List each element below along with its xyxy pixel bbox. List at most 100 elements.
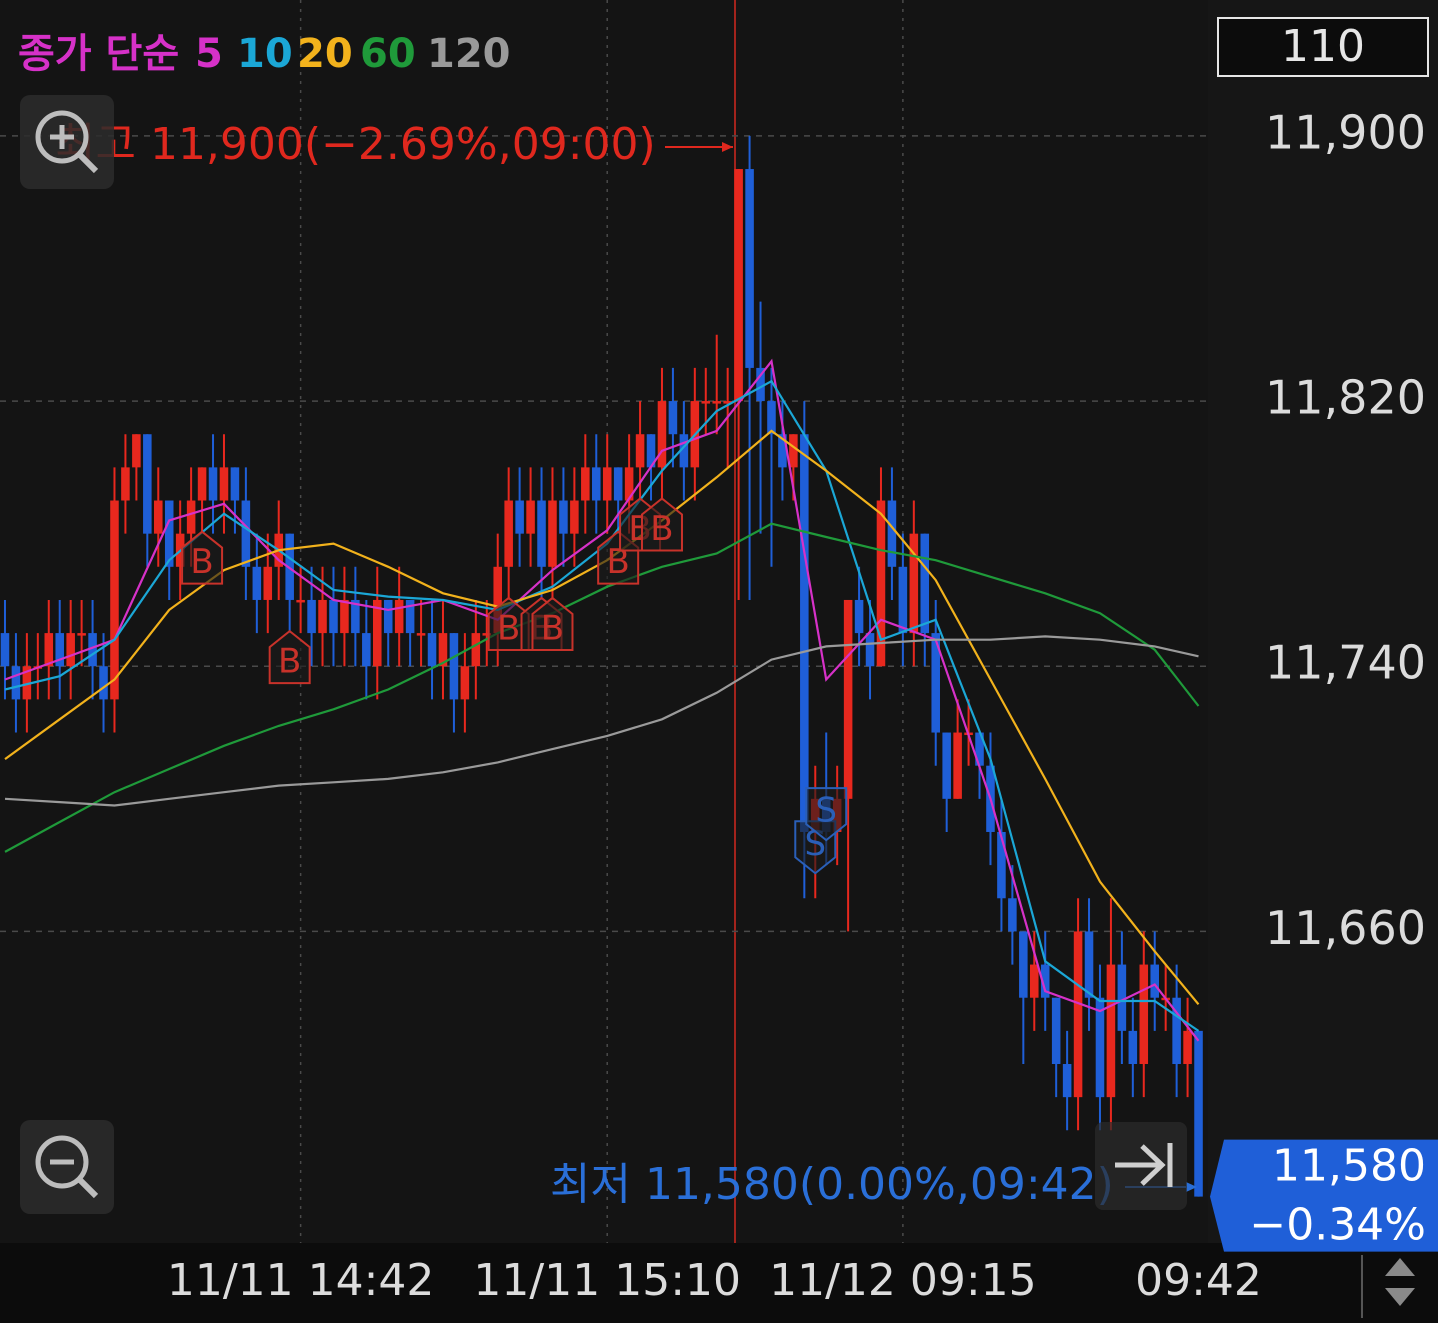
candle-body [1172, 997, 1181, 1065]
candle-body [876, 500, 886, 667]
signal-label: B [650, 509, 673, 549]
signal-label: B [541, 608, 564, 648]
candle-body [394, 599, 404, 634]
candle-body [460, 666, 470, 700]
candle-body [0, 633, 10, 667]
candle-body [723, 401, 732, 404]
candle-body [865, 633, 875, 667]
last-price-label: 11,580 [1272, 1141, 1426, 1192]
candle-body [1117, 964, 1127, 1031]
candle-body [351, 599, 360, 634]
candle-body [427, 633, 437, 667]
candle-body [613, 467, 623, 501]
candle-body [11, 666, 21, 700]
signal-marker [268, 629, 311, 685]
candle-body [405, 599, 415, 634]
candle-body [887, 500, 897, 567]
candle-body [767, 401, 776, 435]
candle-body [1019, 931, 1028, 998]
candle-body [701, 401, 711, 404]
candle-body [263, 566, 273, 600]
candle-body [679, 434, 689, 468]
candle-body [1095, 997, 1105, 1098]
candle-body [581, 467, 590, 501]
candle-body [526, 500, 535, 534]
candle-body [449, 633, 459, 700]
y-tick-label: 11,900 [1265, 105, 1426, 159]
candle-body [143, 434, 152, 534]
scroll-down[interactable] [1385, 1288, 1415, 1306]
legend-entry: 20 [297, 31, 353, 77]
x-tick-label: 11/11 14:42 [167, 1255, 435, 1306]
ma-line [4, 358, 1200, 1042]
candle-body [800, 434, 809, 832]
candle-body [712, 401, 721, 404]
signal-marker [640, 497, 683, 552]
signal-marker [181, 530, 224, 585]
candle-body [219, 467, 229, 501]
candle-body [931, 633, 940, 733]
y-tick-label: 11,740 [1265, 636, 1426, 690]
candle-body [745, 169, 754, 368]
candle-body [416, 633, 426, 636]
x-axis-background [0, 1243, 1438, 1323]
y-tick-label: 11,820 [1265, 371, 1426, 425]
last-change-label: −0.34% [1249, 1200, 1426, 1251]
ma-line [4, 522, 1200, 853]
signal-marker [805, 787, 848, 842]
zoom-out-bg[interactable] [20, 1120, 114, 1214]
candle-body [438, 633, 448, 667]
candle-body [1051, 997, 1061, 1065]
zoom-in-bg[interactable] [20, 95, 114, 189]
jump-arrowhead [1140, 1144, 1166, 1186]
candle-body [318, 599, 327, 634]
candle-body [121, 467, 130, 501]
candle-body [1183, 1030, 1192, 1065]
jump-latest-button[interactable] [1095, 1122, 1187, 1210]
candle-body [942, 732, 951, 799]
zoom-out-button[interactable] [20, 1120, 114, 1214]
candle-body [1062, 1064, 1072, 1098]
x-tick-label: 09:42 [1135, 1255, 1262, 1306]
y-tick-label: 11,660 [1265, 901, 1426, 955]
candle-body [1084, 931, 1094, 998]
signal-marker [531, 596, 574, 651]
candle-body [898, 566, 908, 634]
plot-background [0, 0, 1208, 1243]
y-axis-background [1208, 0, 1438, 1243]
zoom-out-handle [77, 1177, 99, 1199]
legend-entry: 5 [195, 31, 223, 77]
candle-body [99, 666, 108, 700]
candle-body [635, 434, 645, 468]
legend-entry: 120 [427, 31, 511, 77]
candle-body [570, 500, 579, 534]
signal-label: S [815, 791, 837, 831]
zoom-out-lens [35, 1135, 89, 1189]
candle-body [285, 533, 294, 600]
zoom-in-button[interactable] [20, 95, 114, 189]
candle-body [362, 633, 371, 667]
candle-body [1040, 964, 1050, 998]
candle-body [154, 500, 163, 534]
candle-body [471, 633, 481, 667]
candle-body [1194, 1030, 1203, 1197]
candle-body [592, 467, 601, 501]
candle-body [1073, 931, 1083, 1098]
candle-body [241, 500, 251, 567]
candle-body [854, 599, 864, 634]
candle-body [1150, 964, 1159, 998]
candle-body [208, 467, 218, 501]
candle-body [340, 599, 349, 634]
candle-body [975, 732, 984, 766]
high-arrowhead [722, 142, 733, 152]
axes: 11,900 11,820 11,740 11,660 11/11 14:42 11/11… [167, 105, 1426, 1306]
scroll-up[interactable] [1385, 1258, 1415, 1276]
candle-body [504, 500, 513, 567]
candle-body [1139, 964, 1149, 1065]
candle-body [66, 633, 75, 667]
zoom-in-lens [35, 110, 89, 164]
candles [0, 135, 1203, 1197]
candle-body [1008, 898, 1017, 932]
low-annotation: 최저 11,580(0.00%,09:42) [550, 1159, 1114, 1210]
candle-body [778, 434, 787, 468]
